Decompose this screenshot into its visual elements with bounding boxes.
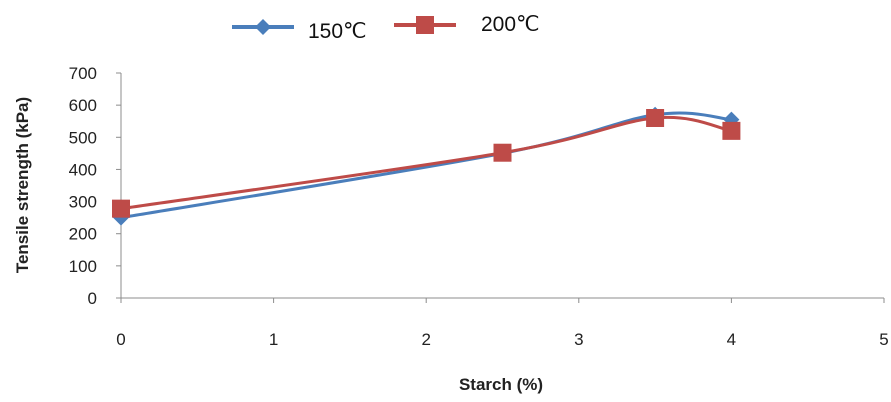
legend-item-1: 150℃ bbox=[232, 19, 367, 43]
x-axis-title: Starch (%) bbox=[459, 375, 543, 394]
series-2-point bbox=[112, 199, 130, 218]
y-tick-label: 700 bbox=[69, 64, 97, 83]
x-tick-label: 3 bbox=[574, 330, 583, 349]
y-tick-label: 600 bbox=[69, 96, 97, 115]
y-axis-title: Tensile strength (kPa) bbox=[13, 97, 32, 273]
x-tick-label: 0 bbox=[116, 330, 125, 349]
axes-layer: 0 100 200 300 400 500 600 700 0 1 2 3 4 5 bbox=[69, 64, 889, 349]
legend-item-2: 200℃ bbox=[394, 13, 540, 36]
x-tick-label: 1 bbox=[269, 330, 278, 349]
series-2-point bbox=[722, 121, 741, 140]
series-layer bbox=[112, 106, 741, 226]
legend-swatch-marker bbox=[416, 16, 434, 34]
y-tick-label: 0 bbox=[88, 289, 97, 308]
legend-swatch-marker bbox=[255, 19, 271, 35]
series-2-point bbox=[646, 109, 665, 127]
series-1 bbox=[113, 106, 740, 226]
x-tick-label: 4 bbox=[727, 330, 736, 349]
y-tick-label: 200 bbox=[69, 225, 97, 244]
x-tick-label: 5 bbox=[879, 330, 888, 349]
y-tick-label: 500 bbox=[69, 128, 97, 147]
y-tick-label: 400 bbox=[69, 160, 97, 179]
series-2 bbox=[112, 109, 741, 218]
y-tick-label: 300 bbox=[69, 193, 97, 212]
series-2-point bbox=[493, 143, 512, 162]
legend: 150℃ 200℃ bbox=[232, 13, 540, 43]
y-tick-label: 100 bbox=[69, 257, 97, 276]
legend-label: 150℃ bbox=[308, 20, 367, 43]
series-2-line bbox=[120, 115, 732, 211]
legend-label: 200℃ bbox=[481, 13, 540, 36]
x-tick-label: 2 bbox=[421, 330, 430, 349]
